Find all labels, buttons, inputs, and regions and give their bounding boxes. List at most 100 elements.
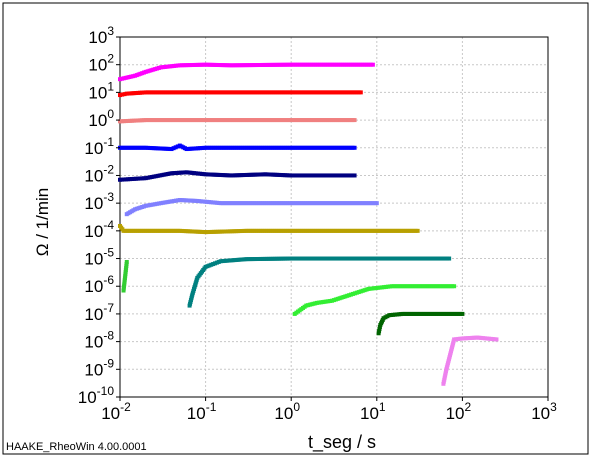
data-point	[331, 228, 336, 233]
data-point	[448, 311, 453, 316]
data-point	[323, 228, 328, 233]
data-point	[441, 256, 446, 261]
data-point	[260, 228, 265, 233]
data-point	[409, 256, 414, 261]
data-point	[303, 62, 308, 67]
data-point	[233, 173, 238, 178]
data-point	[405, 256, 410, 261]
data-point	[357, 256, 362, 261]
data-point	[279, 228, 284, 233]
data-point	[151, 228, 156, 233]
data-point	[285, 256, 290, 261]
data-point	[165, 118, 170, 123]
data-point	[123, 228, 128, 233]
data-point	[264, 145, 269, 150]
data-point	[359, 228, 364, 233]
series-layer	[118, 62, 499, 386]
data-point	[234, 229, 239, 234]
data-point	[393, 256, 398, 261]
data-point	[442, 377, 447, 382]
data-point	[355, 228, 360, 233]
data-point	[260, 145, 265, 150]
data-point	[252, 145, 257, 150]
data-point	[305, 62, 310, 67]
data-point	[171, 118, 176, 123]
data-point	[397, 228, 402, 233]
data-point	[426, 311, 431, 316]
data-point	[343, 228, 348, 233]
data-point	[311, 62, 316, 67]
data-point	[257, 63, 262, 68]
data-point	[439, 256, 444, 261]
data-point	[417, 284, 422, 289]
data-point	[494, 337, 499, 342]
data-point	[143, 90, 148, 95]
data-point	[403, 228, 408, 233]
data-point	[438, 311, 443, 316]
data-point	[242, 228, 247, 233]
data-point	[240, 145, 245, 150]
data-point	[289, 228, 294, 233]
data-point	[246, 257, 251, 262]
data-point	[360, 62, 365, 67]
data-point	[301, 228, 306, 233]
data-point	[274, 256, 279, 261]
data-point	[262, 256, 267, 261]
series-9	[121, 259, 129, 293]
data-point	[377, 256, 382, 261]
data-point	[281, 201, 286, 206]
data-point	[248, 201, 253, 206]
data-point	[159, 90, 164, 95]
data-point	[167, 228, 172, 233]
data-point	[229, 63, 234, 68]
data-point	[395, 228, 400, 233]
data-point	[243, 172, 248, 177]
data-point	[122, 276, 127, 281]
data-point	[213, 145, 218, 150]
data-point	[145, 228, 150, 233]
data-point	[383, 256, 388, 261]
data-point	[397, 256, 402, 261]
data-point	[335, 228, 340, 233]
data-point	[446, 311, 451, 316]
data-point	[205, 230, 210, 235]
data-point	[261, 62, 266, 67]
data-point	[313, 228, 318, 233]
data-point	[363, 256, 368, 261]
data-point	[245, 172, 250, 177]
data-point	[319, 228, 324, 233]
data-point	[124, 259, 129, 264]
data-point	[268, 201, 273, 206]
data-point	[285, 201, 290, 206]
data-point	[323, 62, 328, 67]
data-point	[123, 274, 128, 279]
data-point	[260, 256, 265, 261]
data-point	[303, 228, 308, 233]
data-point	[409, 228, 414, 233]
data-point	[266, 201, 271, 206]
data-point	[231, 173, 236, 178]
data-point	[171, 228, 176, 233]
data-point	[203, 230, 208, 235]
data-point	[325, 62, 330, 67]
data-point	[299, 228, 304, 233]
data-point	[264, 228, 269, 233]
data-point	[370, 62, 375, 67]
data-point	[381, 256, 386, 261]
data-point	[252, 201, 257, 206]
data-point	[250, 201, 255, 206]
data-point	[367, 256, 372, 261]
data-point	[217, 145, 222, 150]
series-10	[292, 284, 457, 316]
data-point	[215, 145, 220, 150]
data-point	[127, 228, 132, 233]
data-point	[340, 62, 345, 67]
data-point	[427, 256, 432, 261]
data-point	[253, 63, 258, 68]
series-4	[118, 143, 357, 152]
data-point	[230, 229, 235, 234]
data-point	[456, 311, 461, 316]
data-point	[452, 284, 457, 289]
data-point	[342, 62, 347, 67]
